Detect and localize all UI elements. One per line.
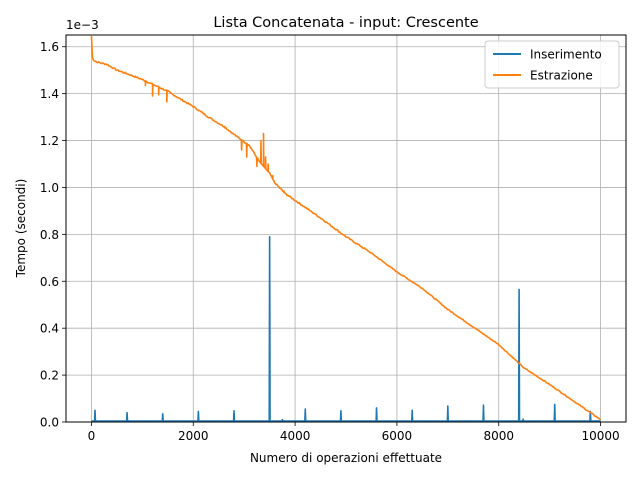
x-tick-label: 4000 — [280, 429, 311, 443]
series-line-estrazione — [90, 36, 601, 421]
chart-title: Lista Concatenata - input: Crescente — [213, 15, 478, 31]
y-tick-label: 0.4 — [40, 322, 59, 336]
x-tick-label: 8000 — [483, 429, 514, 443]
y-tick-label: 1.6 — [40, 40, 59, 54]
series-line-inserimento — [91, 235, 601, 422]
legend-box — [484, 40, 620, 89]
y-axis-label: Tempo (secondi) — [14, 179, 28, 279]
y-tick-label: 0.8 — [40, 228, 59, 242]
y-tick-label: 0.0 — [40, 416, 59, 430]
y-tick-label: 0.2 — [40, 369, 59, 383]
y-axis-scale-label: 1e−3 — [66, 18, 99, 32]
legend-label-inserimento: Inserimento — [530, 48, 602, 62]
y-tick-label: 1.0 — [40, 181, 59, 195]
x-tick-label: 2000 — [178, 429, 209, 443]
y-tick-label: 1.4 — [40, 87, 59, 101]
x-tick-label: 6000 — [382, 429, 413, 443]
y-tick-label: 1.2 — [40, 134, 59, 148]
legend: Inserimento Estrazione — [484, 40, 620, 89]
legend-label-estrazione: Estrazione — [530, 69, 593, 83]
plot-series — [90, 36, 601, 422]
plot-area-frame — [65, 34, 627, 423]
x-axis: 0 2000 4000 6000 8000 10000 — [88, 422, 620, 443]
x-axis-label: Numero di operazioni effettuate — [250, 451, 442, 465]
y-axis: 0.0 0.2 0.4 0.6 0.8 1.0 1.2 1.4 1.6 — [40, 40, 66, 430]
grid-lines — [66, 35, 626, 423]
y-tick-label: 0.6 — [40, 275, 59, 289]
x-tick-label: 0 — [88, 429, 96, 443]
x-tick-label: 10000 — [581, 429, 619, 443]
